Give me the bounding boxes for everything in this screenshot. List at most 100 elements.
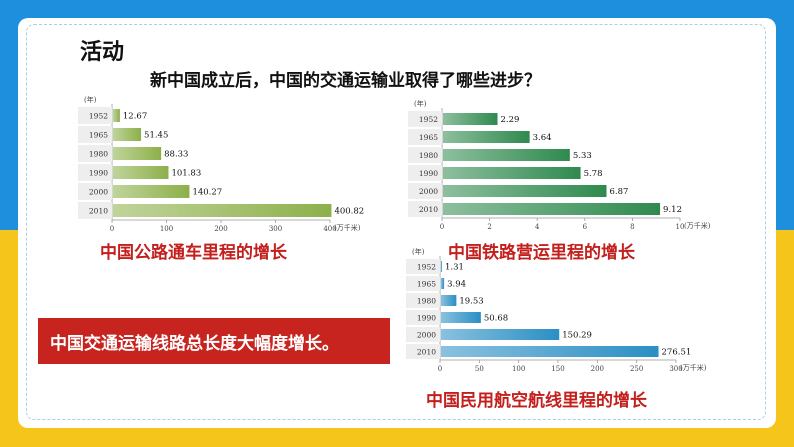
row-band — [408, 129, 442, 145]
bar — [443, 203, 661, 215]
x-tick-label: 0 — [110, 225, 114, 233]
value-label: 9.12 — [663, 205, 682, 215]
row-band — [408, 201, 442, 217]
row-band — [78, 183, 112, 200]
year-label: 2010 — [419, 205, 438, 214]
card-dashed-border — [26, 24, 766, 420]
x-tick-label: 0 — [438, 365, 442, 373]
year-label: 1990 — [419, 169, 438, 178]
x-tick-label: 6 — [583, 223, 588, 231]
x-tick-label: 10 — [676, 223, 685, 231]
value-label: 276.51 — [662, 348, 692, 358]
railway-chart-caption: 中国铁路营运里程的增长 — [448, 243, 635, 263]
bar — [441, 346, 659, 357]
x-tick-label: 200 — [591, 365, 604, 373]
value-label: 19.53 — [459, 297, 483, 307]
year-label: 1980 — [419, 151, 438, 160]
x-tick-label: 50 — [475, 365, 484, 373]
row-band — [406, 310, 440, 325]
row-band — [406, 259, 440, 274]
year-label: 2000 — [89, 188, 108, 197]
year-label: 1980 — [417, 297, 436, 306]
value-label: 88.33 — [164, 150, 188, 160]
year-label: 1965 — [89, 131, 108, 140]
row-band — [408, 165, 442, 181]
bar — [113, 185, 190, 198]
row-band — [406, 344, 440, 359]
value-label: 5.78 — [584, 169, 603, 179]
question-text: 新中国成立后，中国的交通运输业取得了哪些进步？ — [150, 71, 541, 91]
x-tick-label: 150 — [551, 365, 564, 373]
year-label: 2010 — [417, 348, 436, 357]
x-tick-label: 300 — [669, 365, 682, 373]
year-label: 1965 — [419, 133, 438, 142]
value-label: 1.31 — [445, 263, 464, 273]
bar — [113, 166, 169, 179]
x-tick-label: 4 — [535, 223, 540, 231]
row-band — [78, 107, 112, 124]
x-unit-label: (万千米) — [680, 363, 707, 372]
year-label: 1990 — [417, 314, 436, 323]
year-label: 2000 — [419, 187, 438, 196]
x-tick-label: 100 — [160, 225, 173, 233]
row-band — [406, 293, 440, 308]
year-label: 2010 — [89, 207, 108, 216]
value-label: 6.87 — [610, 187, 629, 197]
row-band — [78, 126, 112, 143]
value-label: 140.27 — [192, 188, 222, 198]
bar — [441, 295, 457, 306]
year-label: 1980 — [89, 150, 108, 159]
x-tick-label: 400 — [323, 225, 336, 233]
x-tick-label: 8 — [630, 223, 634, 231]
year-unit-label: (年) — [414, 99, 427, 108]
bar — [113, 204, 332, 217]
x-tick-label: 250 — [630, 365, 643, 373]
row-band — [408, 183, 442, 199]
row-band — [406, 327, 440, 342]
bar — [441, 329, 560, 340]
value-label: 3.94 — [447, 280, 466, 290]
row-band — [406, 276, 440, 291]
value-label: 400.82 — [334, 207, 364, 217]
year-unit-label: (年) — [412, 247, 425, 256]
road-chart-caption: 中国公路通车里程的增长 — [100, 243, 287, 263]
year-label: 1952 — [417, 263, 436, 272]
x-tick-label: 0 — [440, 223, 444, 231]
year-unit-label: (年) — [84, 95, 97, 104]
row-band — [408, 111, 442, 127]
x-tick-label: 300 — [269, 225, 282, 233]
value-label: 50.68 — [484, 314, 508, 324]
value-label: 2.29 — [501, 115, 520, 125]
value-label: 3.64 — [533, 133, 552, 143]
road-mileage-chart: (年) (万千米) 0 100 200 300 400 1952 12.67 1965 51.45 1… — [78, 95, 364, 233]
aviation-chart-caption: 中国民用航空航线里程的增长 — [426, 391, 647, 411]
row-band — [408, 147, 442, 163]
bar — [443, 185, 607, 197]
value-label: 101.83 — [171, 169, 201, 179]
row-band — [78, 164, 112, 181]
year-label: 1952 — [89, 112, 108, 121]
value-label: 150.29 — [562, 331, 592, 341]
bar — [113, 109, 120, 122]
aviation-mileage-chart: (年) (万千米) 0 50 100 150 200 250 300 1952 1.31 1965 3.… — [406, 247, 707, 373]
row-band — [78, 145, 112, 162]
bar — [441, 278, 445, 289]
year-label: 2000 — [417, 331, 436, 340]
row-band — [78, 202, 112, 219]
conclusion-text: 中国交通运输线路总长度大幅度增长。 — [50, 334, 339, 354]
year-label: 1952 — [419, 115, 438, 124]
railway-mileage-chart: (年) (万千米) 0 2 4 6 8 10 1952 2.29 1965 3.64 1980 5.33 1… — [408, 99, 711, 231]
value-label: 51.45 — [144, 131, 168, 141]
bar — [443, 113, 498, 125]
bar — [443, 131, 530, 143]
year-label: 1990 — [89, 169, 108, 178]
value-label: 12.67 — [123, 112, 147, 122]
bar — [113, 128, 142, 141]
year-label: 1965 — [417, 280, 436, 289]
x-tick-label: 100 — [512, 365, 525, 373]
x-unit-label: (万千米) — [684, 221, 711, 230]
x-unit-label: (万千米) — [334, 223, 361, 232]
conclusion-banner: 中国交通运输线路总长度大幅度增长。 — [38, 318, 390, 364]
x-tick-label: 200 — [214, 225, 227, 233]
x-tick-label: 2 — [487, 223, 491, 231]
